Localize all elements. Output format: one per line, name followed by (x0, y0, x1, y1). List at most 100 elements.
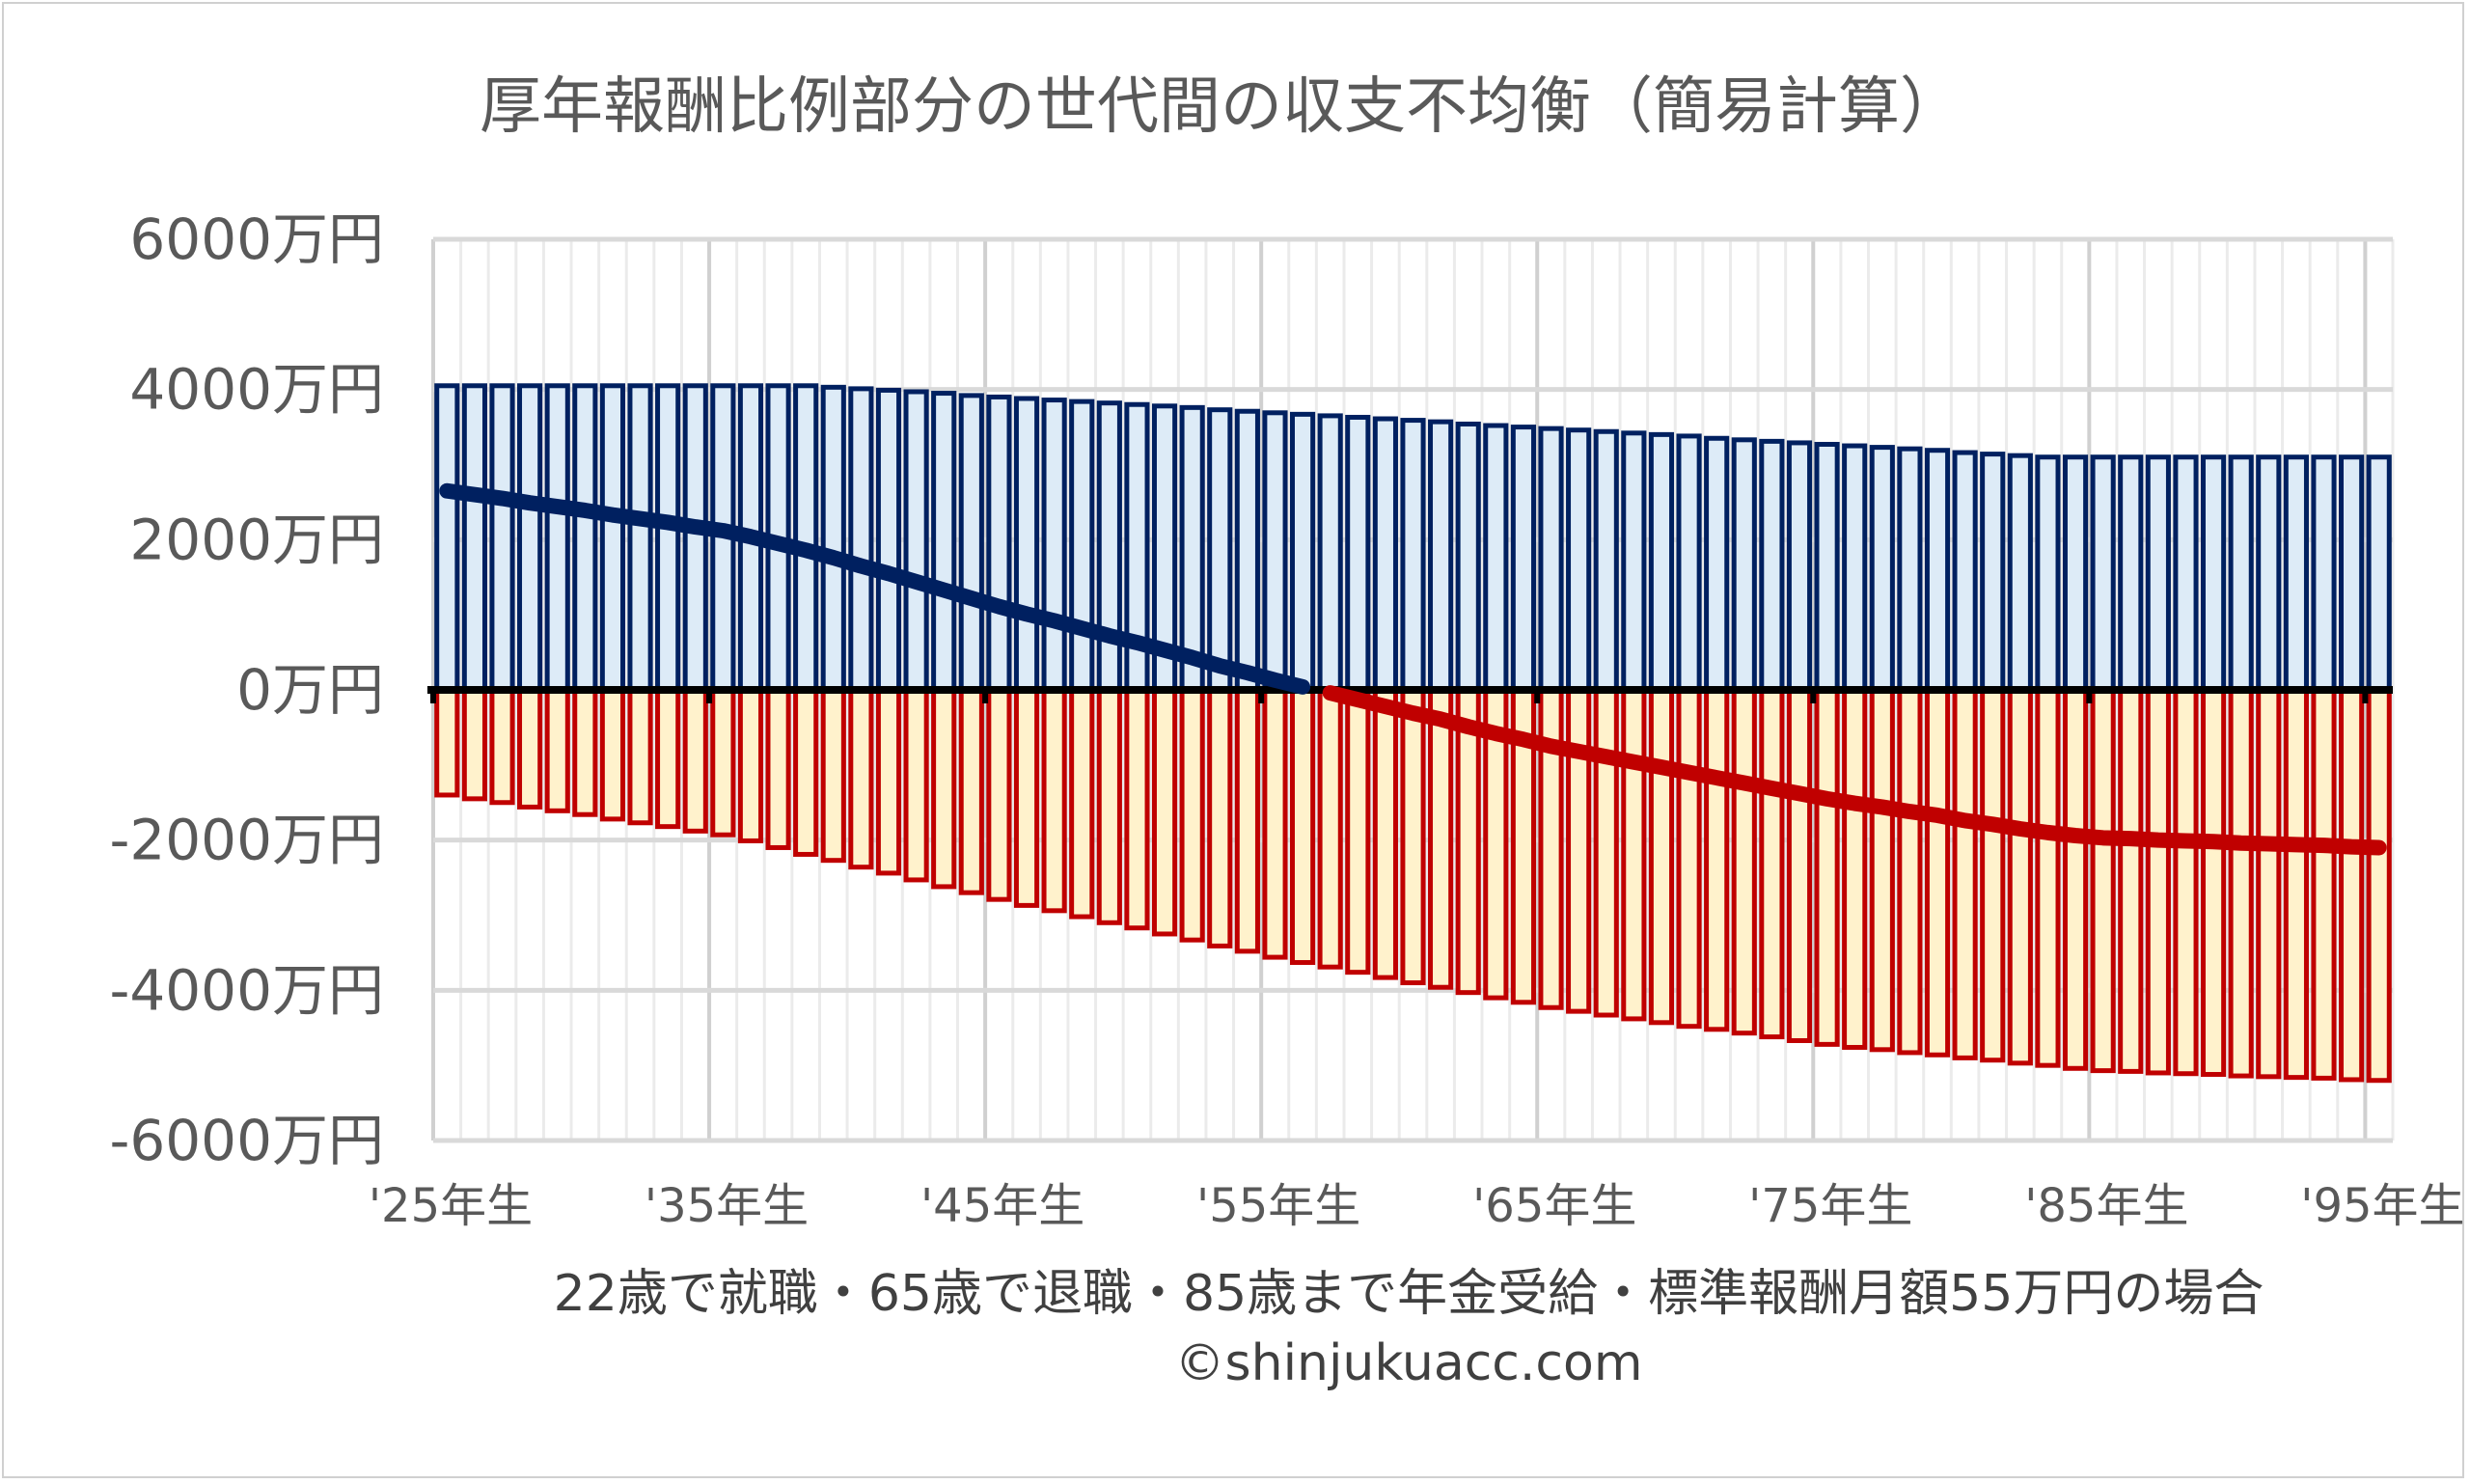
benefit-bar (2311, 454, 2337, 693)
benefit-bar (2339, 454, 2365, 693)
contribution-bar (2311, 687, 2337, 1081)
benefit-bar (1648, 431, 1675, 693)
benefit-bar (1428, 419, 1454, 693)
contribution-bar (1897, 687, 1923, 1056)
net-line-negative (1322, 685, 2387, 856)
benefit-bar (1041, 398, 1067, 693)
contribution-bar (765, 687, 791, 850)
contribution-bar (1566, 687, 1592, 1014)
benefit-bar (875, 387, 902, 693)
contribution-bar (517, 687, 543, 810)
contribution-bar (820, 687, 846, 864)
benefit-bar (2062, 454, 2089, 693)
benefit-bar (1593, 428, 1619, 693)
contribution-bar (1124, 687, 1150, 931)
contribution-bar (903, 687, 929, 883)
contribution-bar (434, 687, 460, 798)
chart-subtitle: 22歳で就職・65歳で退職・85歳まで年金受給・標準報酬月額55万円の場合 (554, 1265, 2264, 1323)
contribution-bar (599, 687, 626, 822)
x-tick-label: '85年生 (2024, 1179, 2188, 1233)
contribution-bar (710, 687, 736, 838)
benefit-bar (1621, 430, 1647, 693)
contribution-bar (1869, 687, 1895, 1053)
contribution-bar (2339, 687, 2365, 1083)
contribution-bar (1317, 687, 1343, 970)
zero-axis (427, 686, 2393, 703)
benefit-bar (572, 383, 598, 693)
net-lines (439, 482, 2387, 856)
contribution-bar (1428, 687, 1454, 990)
net-line-positive (439, 482, 1311, 695)
benefit-bar (1179, 404, 1205, 693)
contribution-bar (1980, 687, 2006, 1063)
contribution-bar (2200, 687, 2227, 1078)
contribution-bar (1786, 687, 1813, 1043)
benefit-bar (2228, 454, 2254, 693)
x-tick-label: '65年生 (1472, 1179, 1636, 1233)
contribution-bar (2173, 687, 2199, 1077)
benefit-bar (461, 383, 487, 693)
benefit-bar (1897, 446, 1923, 693)
benefit-bar (655, 383, 681, 693)
contribution-bar (461, 687, 487, 802)
benefit-bar (1262, 410, 1288, 693)
contribution-bar (2145, 687, 2171, 1076)
benefit-bar (1842, 443, 1868, 693)
benefit-bar (1400, 418, 1426, 693)
y-tick-label: 4000万円 (129, 357, 384, 423)
contribution-bar (1924, 687, 1951, 1058)
benefit-bar (2366, 454, 2392, 693)
contribution-bar (655, 687, 681, 830)
benefit-bar (2035, 454, 2061, 693)
benefit-bar (903, 389, 929, 693)
benefit-bar (1207, 407, 1233, 693)
contribution-bar (1621, 687, 1647, 1022)
benefit-bar (1069, 398, 1095, 693)
benefit-bar (517, 383, 543, 693)
benefit-bar (599, 383, 626, 693)
y-tick-label: -2000万円 (109, 808, 384, 873)
contribution-bar (682, 687, 708, 834)
contribution-bar (1704, 687, 1730, 1032)
benefit-bar (2256, 454, 2282, 693)
benefit-bar (1869, 445, 1895, 693)
benefit-bar (848, 386, 874, 693)
x-tick-label: '55年生 (1196, 1179, 1360, 1233)
contribution-bar (1731, 687, 1757, 1036)
benefit-bar (931, 391, 957, 693)
contribution-bar (1289, 687, 1316, 966)
x-axis-labels: '25年生 '35年生 '45年生 '55年生 '65年生 '75年生 '85年生 '95年生 (369, 1179, 2465, 1233)
contribution-bar (1759, 687, 1785, 1040)
y-tick-label: -4000万円 (109, 957, 384, 1023)
benefit-bar (1510, 425, 1537, 693)
benefit-bar (2090, 454, 2116, 693)
contribution-bar (1814, 687, 1840, 1047)
x-tick-label: '45年生 (920, 1179, 1084, 1233)
benefit-bar (1317, 413, 1343, 693)
x-tick-label: '35年生 (645, 1179, 809, 1233)
contribution-bar (1372, 687, 1398, 980)
benefit-bar (1566, 427, 1592, 693)
contribution-bar (1676, 687, 1702, 1030)
contribution-bar (2035, 687, 2061, 1068)
benefit-bar (2007, 453, 2033, 693)
contribution-bar (1151, 687, 1178, 937)
contribution-bar (1952, 687, 1978, 1060)
contribution-bar (1207, 687, 1233, 948)
benefit-bar (1924, 448, 1951, 693)
benefit-bar (1731, 437, 1757, 693)
benefit-bar (544, 383, 570, 693)
benefit-bar (1345, 414, 1371, 693)
benefit-bar (1704, 435, 1730, 693)
benefit-bar (489, 383, 515, 693)
contribution-bar (1345, 687, 1371, 976)
contribution-bar (1593, 687, 1619, 1018)
benefit-bar (958, 393, 984, 693)
contribution-bar (1234, 687, 1260, 954)
benefit-bar (1372, 416, 1398, 693)
benefit-bar (434, 383, 460, 693)
benefit-bar (2145, 454, 2171, 693)
contribution-bar (875, 687, 902, 876)
contribution-bar (2228, 687, 2254, 1079)
contribution-bar (1400, 687, 1426, 986)
